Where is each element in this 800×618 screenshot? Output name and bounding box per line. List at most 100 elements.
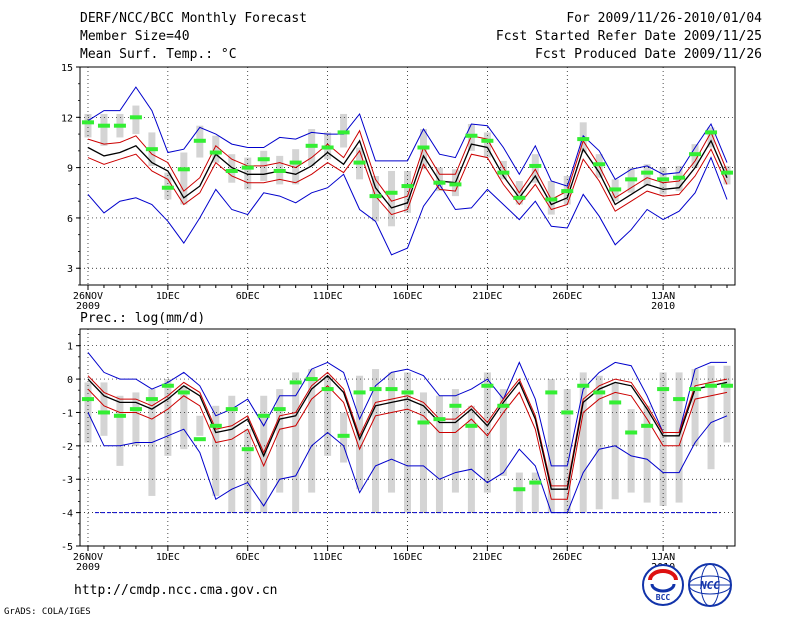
x-tick-label: 16DEC: [392, 552, 422, 563]
spread-line: [87, 129, 728, 202]
y-tick-label: 9: [67, 164, 73, 175]
obs-marker: [129, 115, 142, 120]
obs-marker: [81, 120, 94, 125]
obs-marker: [81, 397, 94, 402]
obs-marker: [305, 377, 318, 382]
obs-marker: [577, 383, 590, 388]
obs-marker: [113, 123, 126, 128]
y-tick-label: -4: [61, 509, 73, 520]
obs-marker: [529, 163, 542, 168]
forecast-period: For 2009/11/26-2010/01/04: [566, 11, 762, 26]
ensemble-bar: [372, 176, 380, 222]
ensemble-bar: [228, 395, 236, 513]
x-year-label: 2009: [76, 562, 100, 573]
obs-marker: [561, 410, 574, 415]
ensemble-bar: [595, 375, 603, 510]
obs-marker: [481, 138, 494, 143]
obs-marker: [673, 175, 686, 180]
ensemble-bar: [388, 170, 396, 227]
variable-label: Mean Surf. Temp.: °C: [80, 47, 237, 62]
forecast-started: Fcst Started Refer Date 2009/11/25: [496, 29, 762, 44]
ensemble-bar: [100, 113, 108, 146]
obs-marker: [545, 197, 558, 202]
x-tick-label: 11DEC: [313, 291, 343, 302]
obs-marker: [177, 167, 190, 172]
obs-marker: [257, 157, 270, 162]
ensemble-bar: [563, 389, 571, 513]
ensemble-bar: [643, 405, 651, 503]
obs-marker: [545, 390, 558, 395]
obs-marker: [337, 130, 350, 135]
obs-marker: [241, 447, 254, 452]
ensemble-bar: [292, 372, 300, 513]
ensemble-bar: [723, 165, 731, 185]
obs-marker: [625, 430, 638, 435]
obs-marker: [417, 145, 430, 150]
x-year-label: 2009: [76, 301, 100, 312]
obs-marker: [641, 423, 654, 428]
ensemble-bar: [643, 164, 651, 187]
obs-marker: [241, 165, 254, 170]
obs-marker: [273, 407, 286, 412]
ensemble-bar: [132, 392, 140, 446]
obs-marker: [401, 184, 414, 189]
obs-marker: [385, 190, 398, 195]
obs-marker: [593, 390, 606, 395]
ensemble-bar: [276, 389, 284, 493]
obs-marker: [97, 410, 110, 415]
source-url[interactable]: http://cmdp.ncc.cma.gov.cn: [74, 583, 278, 598]
x-tick-label: 1DEC: [156, 291, 180, 302]
ensemble-bar: [723, 365, 731, 443]
obs-marker: [177, 390, 190, 395]
ensemble-bar: [691, 369, 699, 446]
x-year-label: 2010: [651, 301, 675, 312]
bcc-logo: BCC: [642, 564, 684, 606]
svg-text:BCC: BCC: [656, 593, 671, 602]
y-tick-label: 12: [61, 113, 73, 124]
obs-marker: [561, 189, 574, 194]
obs-marker: [577, 137, 590, 142]
obs-marker: [721, 170, 734, 175]
x-tick-label: 26NOV: [73, 291, 103, 302]
ensemble-bar: [707, 365, 715, 470]
obs-marker: [417, 420, 430, 425]
ensemble-bar: [84, 382, 92, 443]
ensemble-bar: [611, 382, 619, 500]
ensemble-bar: [308, 369, 316, 493]
ensemble-bar: [483, 372, 491, 493]
temperature-panel: 3 6 9 12 15 26NOV 1DEC 6DEC 11DEC 16DEC 21DEC 26DEC…: [61, 63, 736, 312]
obs-marker: [625, 177, 638, 182]
figure-title: DERF/NCC/BCC Monthly Forecast: [80, 11, 307, 26]
ensemble-bar: [499, 160, 507, 180]
obs-marker: [225, 168, 238, 173]
obs-marker: [161, 185, 174, 190]
svg-text:NCC: NCC: [699, 579, 720, 592]
y-tick-label: -1: [61, 408, 73, 419]
x-tick-label: 6DEC: [236, 291, 260, 302]
obs-marker: [705, 130, 718, 135]
obs-marker: [657, 177, 670, 182]
obs-marker: [385, 387, 398, 392]
obs-marker: [609, 187, 622, 192]
obs-marker: [513, 487, 526, 492]
obs-marker: [97, 123, 110, 128]
x-tick-label: 21DEC: [472, 291, 502, 302]
ensemble-bar: [404, 372, 411, 513]
obs-marker: [705, 383, 718, 388]
obs-marker: [209, 423, 222, 428]
x-tick-label: 1JAN: [651, 552, 675, 563]
ensemble-bar: [372, 369, 380, 513]
ensemble-bar: [180, 385, 188, 450]
ensemble-bar: [515, 472, 523, 513]
obs-marker: [689, 152, 702, 157]
x-tick-label: 1DEC: [156, 552, 180, 563]
mean-line: [87, 374, 728, 490]
ensemble-bar: [244, 157, 252, 190]
ncc-logo: NCC: [688, 563, 732, 607]
ensemble-bar: [180, 152, 188, 205]
obs-marker: [449, 403, 462, 408]
member-size: Member Size=40: [80, 29, 190, 44]
forecast-produced: Fcst Produced Date 2009/11/26: [535, 47, 762, 62]
ensemble-bar: [467, 405, 475, 513]
